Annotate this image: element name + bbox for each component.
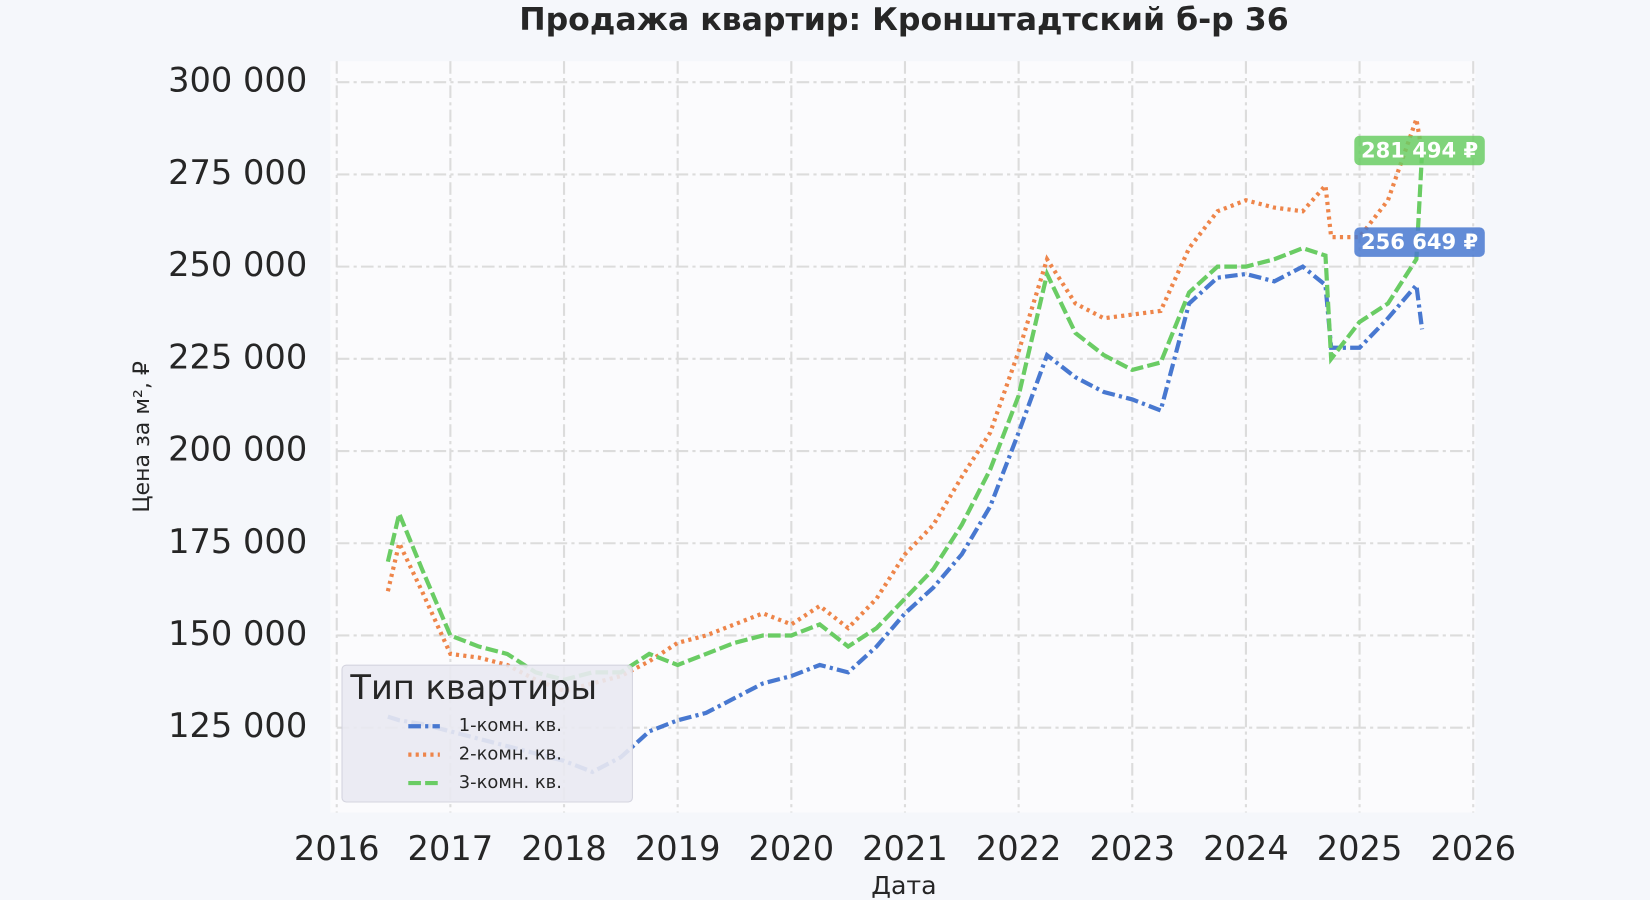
series-line (387, 264, 1425, 775)
y-tick-label: 250 000 (168, 245, 307, 284)
x-tick-label: 2016 (294, 829, 380, 868)
annotation-label: 281 494 ₽ (1361, 138, 1478, 163)
legend-label: 2-комн. кв. (459, 744, 562, 765)
x-tick-label: 2020 (748, 829, 834, 868)
annotation-box (1354, 135, 1485, 166)
x-tick-label: 2019 (635, 829, 721, 868)
x-tick-label: 2024 (1203, 829, 1289, 868)
series-line (385, 110, 1425, 694)
x-axis-label: Дата (871, 871, 936, 900)
x-tick-label: 2017 (408, 829, 494, 868)
y-tick-label: 225 000 (168, 337, 307, 376)
legend-label: 1-комн. кв. (459, 715, 562, 736)
y-tick-label: 300 000 (168, 61, 307, 100)
x-tick-label: 2026 (1430, 829, 1516, 868)
x-tick-label: 2025 (1317, 829, 1403, 868)
grid: 125 000 150 000 175 000 200 000 225 000 250 0… (168, 61, 1516, 868)
legend-label: 3-комн. кв. (459, 772, 562, 793)
y-tick-label: 150 000 (168, 614, 307, 653)
legend-title: Тип квартиры (349, 668, 597, 707)
annotation-label: 256 649 ₽ (1361, 229, 1478, 254)
y-tick-label: 175 000 (168, 522, 307, 561)
y-axis-label: Цена за м², ₽ (129, 361, 155, 513)
y-tick-label: 125 000 (168, 706, 307, 745)
annotation-box (1354, 227, 1485, 257)
annotations: 281 494 ₽ 256 649 ₽ (1354, 135, 1485, 257)
y-tick-label: 275 000 (168, 153, 307, 192)
legend: Тип квартиры 1-комн. кв. 2-комн. кв. 3-комн… (341, 664, 633, 803)
x-tick-label: 2018 (521, 829, 607, 868)
x-tick-label: 2021 (862, 829, 948, 868)
x-tick-label: 2023 (1089, 829, 1175, 868)
x-tick-label: 2022 (976, 829, 1062, 868)
legend-box (341, 664, 633, 803)
chart-title: Продажа квартир: Кронштадтский б-р 36 (519, 2, 1288, 38)
y-tick-label: 200 000 (168, 430, 307, 469)
